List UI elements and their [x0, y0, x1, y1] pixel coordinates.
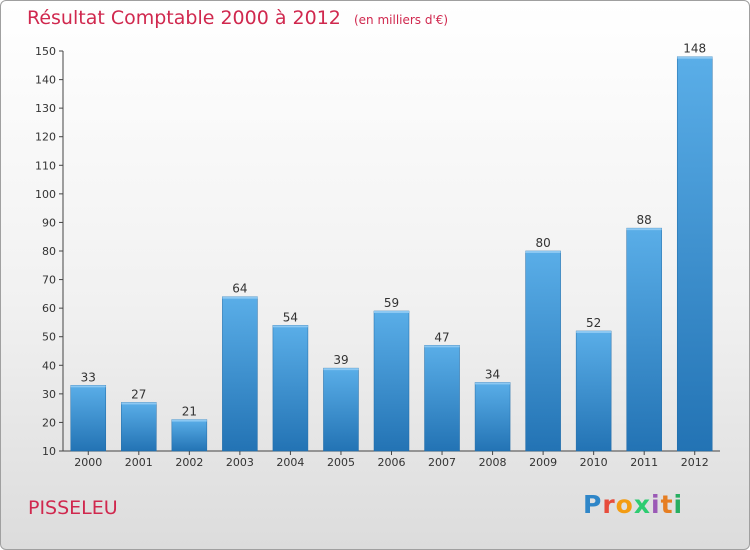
y-tick-label: 90	[42, 216, 56, 229]
logo-letter: t	[660, 490, 674, 519]
x-tick-label: 2009	[529, 456, 557, 469]
bar-highlight	[525, 251, 561, 253]
bar-highlight	[374, 311, 409, 313]
bar-2011	[626, 227, 662, 452]
data-label: 54	[283, 310, 298, 324]
y-tick-label: 30	[42, 388, 56, 401]
bar-2000	[70, 385, 107, 452]
bar-highlight	[70, 385, 106, 388]
bar-2005	[323, 367, 359, 452]
bar-highlight	[272, 325, 308, 328]
bar-2007	[424, 345, 460, 452]
x-tick-label: 2008	[479, 456, 507, 469]
y-tick-label: 60	[42, 302, 56, 315]
x-tick-label: 2005	[327, 456, 355, 469]
data-labels: 33 27 21 64 54 39 59 47 34 80 52 88 148	[81, 42, 707, 419]
title-text: Résultat Comptable 2000 à 2012	[27, 7, 341, 29]
x-tick-label: 2010	[580, 456, 608, 469]
bar-highlight	[626, 228, 662, 231]
x-tick-label: 2003	[226, 456, 254, 469]
data-label: 52	[586, 316, 601, 330]
bar-2004	[272, 325, 309, 452]
bar-highlight	[323, 368, 359, 371]
y-tick-label: 50	[42, 331, 56, 344]
x-tick-label: 2012	[681, 456, 709, 469]
x-tick-label: 2000	[74, 456, 102, 469]
bar-highlight	[677, 56, 713, 59]
bar-highlight	[171, 419, 207, 422]
y-tick-label: 100	[35, 188, 56, 201]
x-tick-label: 2002	[175, 456, 203, 469]
logo-letter: o	[615, 490, 634, 519]
logo-letter: x	[633, 490, 651, 519]
logo-letter: r	[602, 490, 616, 519]
x-tick-label: 2006	[378, 456, 406, 469]
y-tick-label: 10	[42, 445, 56, 458]
logo-letter: i	[673, 490, 684, 519]
x-tick-label: 2007	[428, 456, 456, 469]
bar-2002	[171, 419, 208, 452]
y-tick-label: 140	[35, 74, 56, 87]
data-label: 27	[131, 387, 146, 401]
data-label: 47	[434, 330, 449, 344]
y-tick-label: 150	[35, 45, 56, 58]
data-label: 64	[232, 282, 247, 296]
data-label: 34	[485, 367, 500, 381]
logo-letter: P	[583, 490, 603, 519]
bar-2003	[222, 296, 258, 452]
logo-letter: i	[651, 490, 661, 519]
bar-2001	[121, 402, 157, 452]
bar-2012	[676, 56, 713, 452]
x-tick-label: 2011	[630, 456, 658, 469]
data-label: 21	[182, 405, 197, 419]
commune-name: PISSELEU	[28, 497, 118, 519]
data-label: 88	[637, 213, 652, 227]
y-tick-label: 40	[42, 359, 56, 372]
bar-2006	[373, 310, 410, 452]
x-tick-label: 2001	[125, 456, 153, 469]
y-tick-label: 20	[42, 416, 56, 429]
bar-highlight	[222, 296, 258, 299]
data-label: 59	[384, 296, 399, 310]
y-tick-label: 110	[35, 159, 56, 172]
data-label: 33	[81, 370, 96, 384]
data-label: 80	[535, 236, 550, 250]
bar-highlight	[475, 382, 511, 385]
data-label: 148	[683, 42, 706, 56]
proxiti-logo: Proxiti	[583, 490, 683, 519]
bar-highlight	[424, 345, 460, 348]
y-tick-label: 80	[42, 245, 56, 258]
x-tick-label: 2004	[276, 456, 304, 469]
title-unit: (en milliers d'€)	[353, 13, 449, 27]
bar-highlight	[576, 331, 612, 333]
y-tick-label: 70	[42, 274, 56, 287]
y-tick-label: 130	[35, 102, 56, 115]
bar-2008	[474, 382, 511, 452]
data-label: 39	[333, 353, 348, 367]
bar-highlight	[121, 402, 157, 405]
bars	[70, 56, 713, 452]
bar-2009	[525, 250, 561, 452]
bar-2010	[575, 330, 612, 452]
y-tick-label: 120	[35, 131, 56, 144]
chart-title: Résultat Comptable 2000 à 2012 (en milli…	[27, 7, 448, 29]
